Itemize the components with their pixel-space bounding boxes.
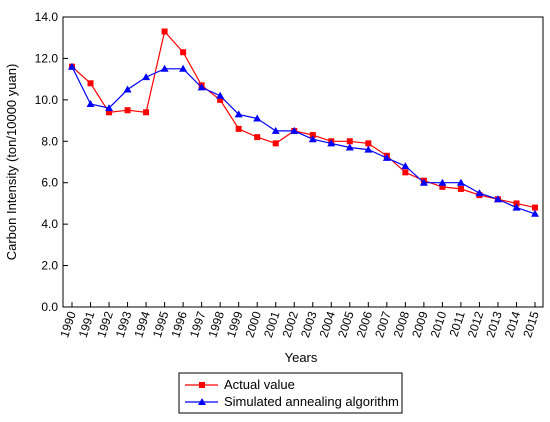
y-tick-label: 12.0 (35, 51, 59, 65)
axes: 0.02.04.06.08.010.012.014.01990199119921… (35, 10, 544, 339)
data-point (327, 139, 336, 147)
y-tick-label: 6.0 (41, 176, 58, 190)
data-point (87, 80, 94, 87)
data-point (531, 209, 539, 217)
data-point (493, 195, 502, 203)
plot-frame (62, 16, 544, 308)
series-layer (68, 28, 539, 217)
y-tick-label: 2.0 (41, 259, 58, 273)
data-point (532, 204, 538, 211)
data-point (216, 91, 225, 99)
data-point (271, 126, 280, 134)
data-point (160, 64, 169, 72)
data-point (197, 83, 206, 91)
data-point (402, 169, 409, 176)
series-actual-value (69, 28, 538, 211)
x-axis-title: Years (285, 350, 318, 365)
data-point (382, 153, 391, 161)
data-point (235, 125, 242, 132)
y-tick-label: 10.0 (35, 93, 59, 107)
data-point (272, 140, 279, 147)
data-point (179, 64, 188, 72)
data-point (364, 145, 373, 153)
data-point (68, 62, 76, 70)
data-point (346, 138, 353, 145)
data-point (161, 28, 168, 35)
data-point (106, 109, 113, 116)
y-tick-label: 0.0 (41, 300, 58, 314)
data-point (456, 178, 465, 186)
legend-marker-actual (199, 382, 205, 388)
y-axis-title: Carbon Intensity (ton/10000 yuan) (4, 64, 19, 261)
data-point (475, 189, 484, 197)
legend-label-actual: Actual value (224, 377, 295, 392)
data-point (308, 135, 317, 143)
x-tick-label: 2015 (520, 309, 542, 339)
y-tick-label: 14.0 (35, 10, 59, 24)
data-point (253, 114, 262, 122)
data-point (124, 107, 131, 114)
data-point (217, 96, 224, 103)
data-point (512, 203, 521, 211)
series-line (71, 66, 536, 215)
data-point (439, 183, 446, 190)
data-point (290, 126, 299, 134)
data-point (438, 178, 447, 186)
data-point (345, 143, 354, 151)
data-point (180, 49, 187, 56)
legend-marker-simulated (198, 398, 206, 405)
data-point (143, 109, 150, 116)
series-simulated-annealing (68, 62, 539, 217)
y-tick-label: 4.0 (41, 217, 58, 231)
data-point (86, 100, 95, 107)
data-point (254, 134, 261, 141)
y-tick-label: 8.0 (41, 134, 58, 148)
data-point (513, 200, 520, 207)
data-point (401, 162, 410, 170)
data-point (234, 110, 243, 118)
data-point (123, 85, 132, 93)
data-point (142, 73, 151, 81)
legend: Actual value Simulated annealing algorit… (178, 372, 403, 414)
legend-label-simulated: Simulated annealing algorithm (224, 394, 399, 409)
series-line (71, 30, 536, 209)
data-point (105, 104, 114, 112)
data-point (457, 185, 464, 192)
legend-box (178, 372, 403, 414)
data-point (419, 178, 428, 186)
data-point (365, 140, 372, 147)
data-point (309, 132, 316, 139)
